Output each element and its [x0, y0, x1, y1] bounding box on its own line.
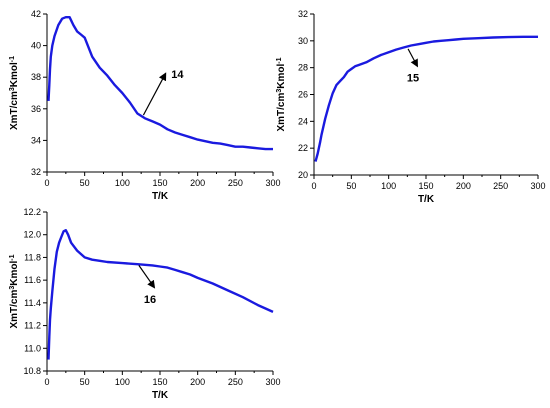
x-tick-label: 150	[152, 178, 167, 188]
data-series-line	[314, 35, 538, 162]
x-tick-label: 0	[44, 377, 49, 387]
y-axis-title-pre: XmT/cm	[276, 93, 287, 132]
y-tick-label: 32	[31, 167, 41, 177]
y-tick-label: 42	[31, 9, 41, 19]
y-axis-title-sup1: 3	[9, 87, 16, 91]
y-axis-title-pre: XmT/cm	[9, 91, 20, 130]
y-tick-label: 40	[31, 41, 41, 51]
annotation-label: 15	[407, 73, 419, 85]
x-tick-label: 0	[44, 178, 49, 188]
y-axis-title: XmT/cm3Kmol-1	[9, 56, 21, 130]
y-tick-label: 11.6	[24, 275, 41, 285]
x-tick-label: 250	[228, 377, 243, 387]
y-tick-label: 11.0	[24, 343, 41, 353]
annotation-arrow	[138, 265, 156, 289]
y-axis-title-sup2: -1	[9, 56, 16, 62]
x-tick-label: 100	[115, 178, 130, 188]
y-tick-label: 26	[298, 90, 308, 100]
x-tick-label: 150	[152, 377, 167, 387]
y-tick-label: 12.0	[23, 230, 41, 240]
annotation-arrow	[407, 48, 418, 68]
x-axis-title: T/K	[418, 194, 435, 205]
x-tick-label: 200	[456, 181, 471, 191]
y-tick-label: 38	[31, 72, 41, 82]
y-tick-label: 36	[31, 104, 41, 114]
y-axis-title-sup2: -1	[276, 57, 283, 63]
x-tick-label: 0	[311, 181, 316, 191]
y-tick-label: 12.2	[23, 207, 41, 217]
y-tick-label: 11.2	[24, 321, 41, 331]
chart-panel-16: 0 50 100 150 200 250 300 10.8 11.0 11.2 11.4 11.6 11…	[9, 207, 281, 401]
x-axis-title: T/K	[152, 390, 169, 401]
y-axis-title-pre: XmT/cm	[9, 290, 20, 329]
y-tick-label: 11.4	[24, 298, 41, 308]
data-series-line	[47, 229, 274, 360]
x-tick-label: 200	[190, 377, 205, 387]
y-axis-title-mid: Kmol	[9, 62, 20, 87]
y-tick-label: 34	[31, 135, 41, 145]
y-tick-label: 11.8	[24, 252, 41, 262]
y-tick-label: 24	[298, 116, 308, 126]
y-axis-title-sup1: 3	[9, 286, 16, 290]
y-tick-label: 28	[298, 63, 308, 73]
y-axis-title-sup1: 3	[276, 89, 283, 93]
annotation-arrow	[142, 72, 167, 116]
annotation-label: 16	[144, 294, 156, 306]
chart-panel-15: 0 50 100 150 200 250 300 20 22 24 26 28 30 32 T/K XmT/c…	[276, 9, 546, 205]
x-tick-label: 300	[530, 181, 545, 191]
x-tick-label: 200	[190, 178, 205, 188]
x-axis-title: T/K	[152, 191, 169, 202]
x-tick-label: 50	[80, 377, 90, 387]
y-axis-title: XmT/cm3Kmol-1	[9, 254, 21, 328]
y-axis-title-sup2: -1	[9, 254, 16, 260]
y-tick-label: 20	[298, 170, 308, 180]
y-tick-label: 32	[298, 9, 308, 19]
x-tick-label: 50	[80, 178, 90, 188]
x-tick-label: 100	[115, 377, 130, 387]
x-tick-label: 300	[265, 178, 280, 188]
y-axis-title: XmT/cm3Kmol-1	[276, 57, 288, 131]
x-tick-label: 100	[381, 181, 396, 191]
y-axis-title-mid: Kmol	[9, 260, 20, 285]
annotation-label: 14	[171, 69, 184, 81]
chart-panel-14: 0 50 100 150 200 250 300323436384042T/KXmT/cm3…	[9, 9, 281, 202]
x-tick-label: 150	[418, 181, 433, 191]
x-tick-label: 50	[346, 181, 356, 191]
x-tick-label: 250	[493, 181, 508, 191]
y-tick-label: 30	[298, 36, 308, 46]
y-tick-label: 22	[298, 143, 308, 153]
x-tick-label: 250	[228, 178, 243, 188]
y-axis-title-mid: Kmol	[276, 63, 287, 88]
data-series-line	[47, 16, 273, 151]
y-tick-label: 10.8	[23, 366, 41, 376]
x-tick-label: 300	[265, 377, 280, 387]
